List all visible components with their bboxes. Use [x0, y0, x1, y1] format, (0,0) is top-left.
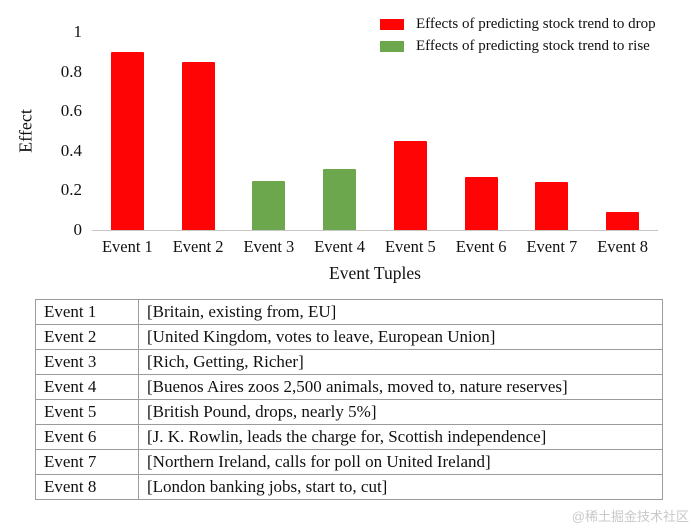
x-axis-title: Event Tuples — [329, 263, 421, 283]
bar-drop — [464, 176, 498, 230]
y-tick-label: 0.8 — [60, 61, 82, 81]
x-tick-label: Event 2 — [172, 237, 224, 256]
x-tick-label: Event 6 — [455, 237, 507, 256]
event-id-cell: Event 8 — [35, 474, 139, 500]
bar-drop — [110, 51, 144, 230]
x-tick-label: Event 4 — [314, 237, 366, 256]
event-id-cell: Event 5 — [35, 399, 139, 425]
bar-rise — [323, 168, 357, 230]
watermark: @稀土掘金技术社区 — [571, 509, 689, 524]
event-tuple-cell: [Rich, Getting, Richer] — [138, 349, 663, 375]
table-row: Event 6 [J. K. Rowlin, leads the charge f… — [35, 424, 663, 450]
x-tick-label: Event 1 — [101, 237, 153, 256]
table-row: Event 4 [Buenos Aires zoos 2,500 animals,… — [35, 374, 663, 400]
bar-drop — [535, 182, 569, 230]
event-tuple-cell: [United Kingdom, votes to leave, Europea… — [138, 324, 663, 350]
legend-label: Effects of predicting stock trend to ris… — [416, 37, 650, 54]
legend: Effects of predicting stock trend to dro… — [380, 13, 656, 57]
table-row: Event 7 [Northern Ireland, calls for poll… — [35, 449, 663, 475]
event-tuple-cell: [British Pound, drops, nearly 5%] — [138, 399, 663, 425]
event-id-cell: Event 6 — [35, 424, 139, 450]
y-axis-ticks: 0 0.2 0.4 0.6 0.8 1 — [40, 22, 82, 239]
y-tick-label: 0.2 — [60, 180, 82, 200]
table-row: Event 1 [Britain, existing from, EU] — [35, 299, 663, 325]
y-tick-label: 0.4 — [60, 140, 82, 160]
legend-swatch-rise — [380, 40, 404, 52]
event-tuple-table: Event 1 [Britain, existing from, EU] Event… — [35, 299, 663, 500]
event-tuple-cell: [J. K. Rowlin, leads the charge for, Sco… — [138, 424, 663, 450]
bar-slot: Event 3 — [234, 32, 305, 256]
bar-drop — [393, 140, 427, 230]
bar-slot: Event 1 — [92, 32, 163, 256]
y-tick-label: 1 — [73, 22, 83, 41]
bar-slot: Event 2 — [163, 32, 234, 256]
bar-rise — [252, 180, 286, 230]
legend-item-drop: Effects of predicting stock trend to dro… — [380, 13, 656, 35]
table-row: Event 2 [United Kingdom, votes to leave, … — [35, 324, 663, 350]
event-id-cell: Event 4 — [35, 374, 139, 400]
event-tuple-cell: [London banking jobs, start to, cut] — [138, 474, 663, 500]
table-row: Event 3 [Rich, Getting, Richer] — [35, 349, 663, 375]
event-id-cell: Event 2 — [35, 324, 139, 350]
bar-drop — [606, 212, 640, 230]
x-tick-label: Event 8 — [597, 237, 649, 256]
event-tuple-cell: [Buenos Aires zoos 2,500 animals, moved … — [138, 374, 663, 400]
event-table-body: Event 1 [Britain, existing from, EU] Event… — [35, 299, 663, 500]
event-tuple-cell: [Britain, existing from, EU] — [138, 299, 663, 325]
legend-swatch-drop — [380, 18, 404, 30]
table-row: Event 5 [British Pound, drops, nearly 5%] — [35, 399, 663, 425]
legend-label: Effects of predicting stock trend to dro… — [416, 15, 656, 32]
bar-slot: Event 6 — [446, 32, 517, 256]
bar-drop — [181, 61, 215, 230]
y-tick-label: 0.6 — [60, 101, 82, 121]
bar-slot: Event 4 — [304, 32, 375, 256]
bar-slot: Event 8 — [587, 32, 658, 256]
table-row: Event 8 [London banking jobs, start to, c… — [35, 474, 663, 500]
event-id-cell: Event 3 — [35, 349, 139, 375]
y-axis-title: Effect — [15, 109, 36, 153]
plot-area: Event 1 Event 2 Event 3 Event 4 Event 5 Event… — [92, 32, 658, 256]
x-tick-label: Event 3 — [243, 237, 295, 256]
event-id-cell: Event 7 — [35, 449, 139, 475]
bar-slot: Event 7 — [517, 32, 588, 256]
legend-item-rise: Effects of predicting stock trend to ris… — [380, 35, 656, 57]
x-tick-label: Event 5 — [384, 237, 436, 256]
bar-slot: Event 5 — [375, 32, 446, 256]
bar-chart: Effect 0 0.2 0.4 0.6 0.8 1 Event 1 Event 2 Even… — [15, 13, 658, 283]
x-tick-label: Event 7 — [526, 237, 578, 256]
event-id-cell: Event 1 — [35, 299, 139, 325]
event-tuple-cell: [Northern Ireland, calls for poll on Uni… — [138, 449, 663, 475]
y-tick-label: 0 — [73, 220, 83, 239]
